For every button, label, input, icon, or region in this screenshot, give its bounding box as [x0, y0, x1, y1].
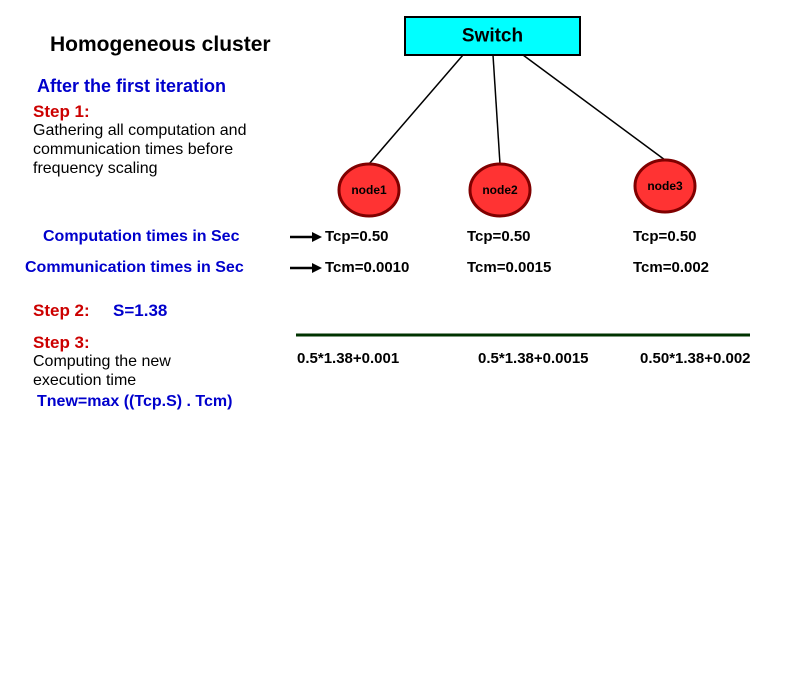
- step3-formula: Tnew=max ((Tcp.S) . Tcm): [37, 393, 232, 411]
- step2-heading: Step 2:: [33, 301, 90, 321]
- step2-value: S=1.38: [113, 301, 167, 321]
- step1-text2: communication times before: [33, 141, 233, 159]
- step1-text1: Gathering all computation and: [33, 122, 246, 140]
- step3-text1: Computing the new: [33, 353, 171, 371]
- comm-value-1: Tcm=0.0015: [467, 259, 551, 276]
- step1-heading: Step 1:: [33, 102, 90, 122]
- svg-text:Switch: Switch: [462, 26, 523, 47]
- step1-text3: frequency scaling: [33, 160, 158, 178]
- svg-text:node1: node1: [351, 183, 387, 197]
- diagram-svg: Switch node1 node2 node3: [0, 0, 800, 698]
- comp-value-1: Tcp=0.50: [467, 228, 531, 245]
- page-title: Homogeneous cluster: [50, 33, 271, 57]
- comm-value-2: Tcm=0.002: [633, 259, 709, 276]
- comp-value-2: Tcp=0.50: [633, 228, 697, 245]
- comm-value-0: Tcm=0.0010: [325, 259, 409, 276]
- subtitle: After the first iteration: [37, 76, 226, 97]
- row-label-comm: Communication times in Sec: [25, 259, 244, 277]
- svg-text:node3: node3: [647, 179, 683, 193]
- step3-heading: Step 3:: [33, 333, 90, 353]
- calc-value-1: 0.5*1.38+0.0015: [478, 350, 589, 367]
- comp-value-0: Tcp=0.50: [325, 228, 389, 245]
- svg-text:node2: node2: [482, 183, 518, 197]
- calc-value-0: 0.5*1.38+0.001: [297, 350, 399, 367]
- row-label-comp: Computation times in Sec: [43, 228, 239, 246]
- step3-text2: execution time: [33, 372, 136, 390]
- calc-value-2: 0.50*1.38+0.002: [640, 350, 751, 367]
